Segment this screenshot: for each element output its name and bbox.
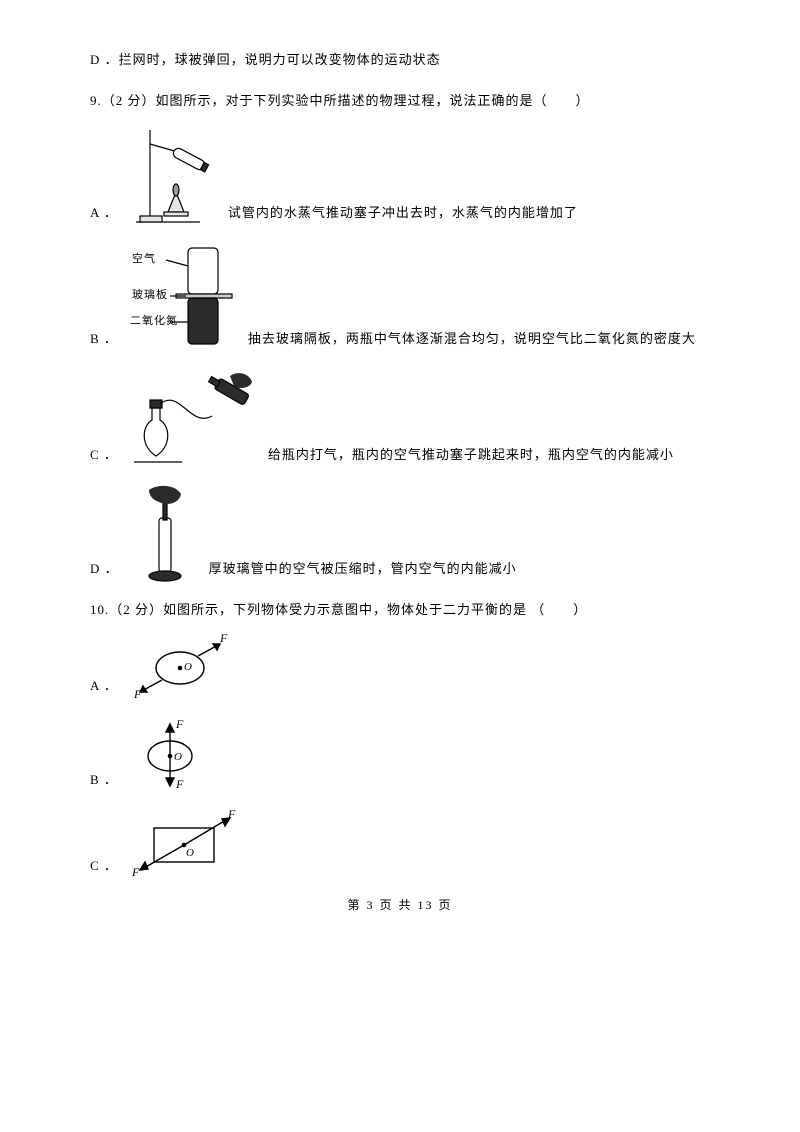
prev-question-option-d: D ．拦网时，球被弹回，说明力可以改变物体的运动状态: [90, 50, 710, 71]
q10-c-o: O: [186, 847, 195, 859]
q10-b-figure: F F O: [130, 714, 210, 794]
q10-b-f2: F: [175, 777, 184, 791]
q10-c-label: C ．: [90, 856, 118, 881]
q10-option-a: A ． F F O: [90, 630, 710, 700]
q9-c-text: 给瓶内打气，瓶内的空气推动塞子跳起来时，瓶内空气的内能减小: [268, 445, 674, 470]
q9-b-figure: 空气 玻璃板 二氧化氮: [130, 242, 240, 354]
q10-a-figure: F F O: [130, 630, 230, 700]
q9-option-c: C ．: [90, 368, 710, 470]
q10-a-f1: F: [219, 631, 228, 645]
q10-c-f2: F: [131, 865, 140, 879]
page-content: D ．拦网时，球被弹回，说明力可以改变物体的运动状态 9.（2 分）如图所示，对…: [0, 0, 800, 946]
q9-d-text: 厚玻璃管中的空气被压缩时，管内空气的内能减小: [209, 559, 517, 584]
q9-a-label: A ．: [90, 203, 118, 228]
q9-b-text: 抽去玻璃隔板，两瓶中气体逐渐混合均匀，说明空气比二氧化氮的密度大: [248, 329, 696, 354]
q9-option-a: A ．: [90, 122, 710, 228]
q9-a-text: 试管内的水蒸气推动塞子冲出去时，水蒸气的内能增加了: [228, 203, 578, 228]
q10-a-o: O: [184, 661, 193, 673]
q9-b-label: B ．: [90, 329, 118, 354]
q9-option-b: B ． 空气 玻璃板 二氧化氮 抽去玻璃: [90, 242, 710, 354]
q10-stem: 10.（2 分）如图所示，下列物体受力示意图中，物体处于二力平衡的是 （ ）: [90, 600, 710, 621]
q10-option-c: C ． F F O: [90, 808, 710, 880]
q9-option-d: D ． 厚玻璃管中的空气被压缩时，管内空气的内能减小: [90, 484, 710, 584]
page-footer: 第 3 页 共 13 页: [90, 896, 710, 915]
q9-stem: 9.（2 分）如图所示，对于下列实验中所描述的物理过程，说法正确的是（ ）: [90, 91, 710, 112]
q10-b-label: B ．: [90, 770, 118, 795]
q10-a-f2: F: [133, 687, 142, 700]
q9-b-plate-label: 玻璃板: [132, 287, 168, 301]
q10-b-o: O: [174, 751, 183, 763]
q9-a-figure: [130, 122, 220, 228]
q10-c-figure: F F O: [130, 808, 240, 880]
q10-option-b: B ． F F O: [90, 714, 710, 794]
q10-a-label: A ．: [90, 676, 118, 701]
q10-c-f1: F: [227, 808, 236, 821]
q9-d-figure: [131, 484, 201, 584]
q10-b-f1: F: [175, 717, 184, 731]
q9-c-label: C ．: [90, 445, 118, 470]
q9-b-no2-label: 二氧化氮: [130, 313, 178, 327]
q9-b-air-label: 空气: [132, 251, 156, 265]
q9-d-label: D ．: [90, 559, 119, 584]
q9-c-figure: [130, 368, 260, 470]
